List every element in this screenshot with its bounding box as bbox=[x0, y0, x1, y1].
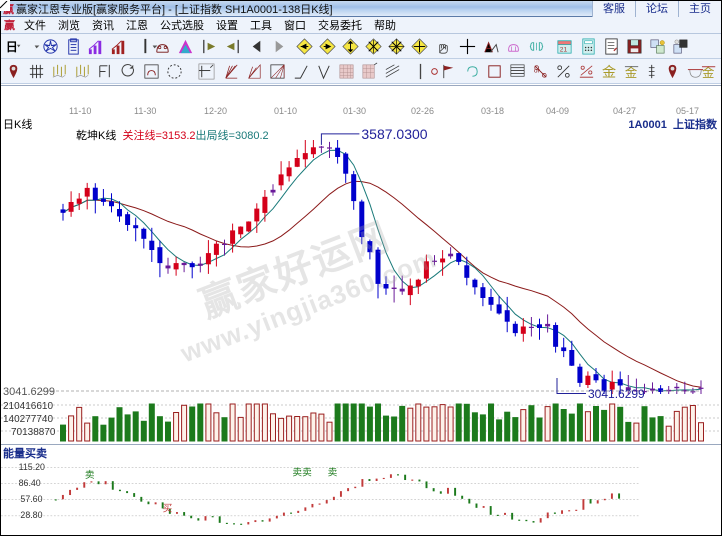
svg-text:115.20: 115.20 bbox=[19, 462, 45, 472]
svg-text:金: 金 bbox=[625, 65, 637, 80]
svg-text:日: 日 bbox=[6, 40, 18, 54]
svg-text:210416610: 210416610 bbox=[3, 401, 53, 412]
svg-text:86.40: 86.40 bbox=[19, 478, 41, 488]
svg-text:140277740: 140277740 bbox=[3, 414, 53, 425]
svg-text:28.80: 28.80 bbox=[20, 510, 42, 520]
svg-text:卖卖: 卖卖 bbox=[292, 466, 312, 478]
svg-text:卖: 卖 bbox=[85, 469, 95, 481]
svg-text:金: 金 bbox=[702, 65, 714, 80]
svg-text:金: 金 bbox=[602, 64, 616, 81]
svg-text:70138870: 70138870 bbox=[11, 427, 56, 438]
svg-text:57.60: 57.60 bbox=[20, 494, 42, 504]
svg-text:买: 买 bbox=[163, 503, 173, 515]
svg-text:21: 21 bbox=[560, 46, 568, 53]
svg-text:or: or bbox=[534, 67, 541, 74]
svg-text:3041.6299: 3041.6299 bbox=[588, 387, 645, 401]
svg-text:3587.0300: 3587.0300 bbox=[361, 126, 427, 142]
svg-text:卖: 卖 bbox=[328, 466, 338, 478]
svg-text:3041.6299: 3041.6299 bbox=[3, 386, 55, 398]
